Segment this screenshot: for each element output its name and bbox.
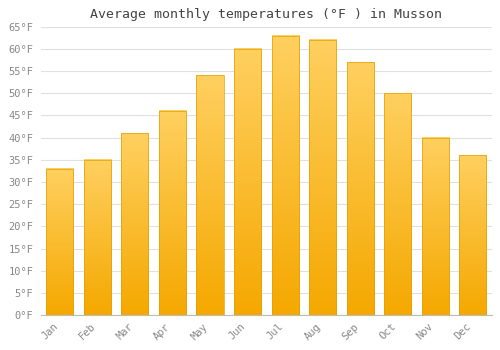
Bar <box>84 160 111 315</box>
Bar <box>422 138 449 315</box>
Bar <box>460 155 486 315</box>
Title: Average monthly temperatures (°F ) in Musson: Average monthly temperatures (°F ) in Mu… <box>90 8 442 21</box>
Bar <box>384 93 411 315</box>
Bar <box>122 133 148 315</box>
Bar <box>196 76 224 315</box>
Bar <box>309 40 336 315</box>
Bar <box>346 62 374 315</box>
Bar <box>234 49 261 315</box>
Bar <box>46 169 74 315</box>
Bar <box>272 36 298 315</box>
Bar <box>159 111 186 315</box>
